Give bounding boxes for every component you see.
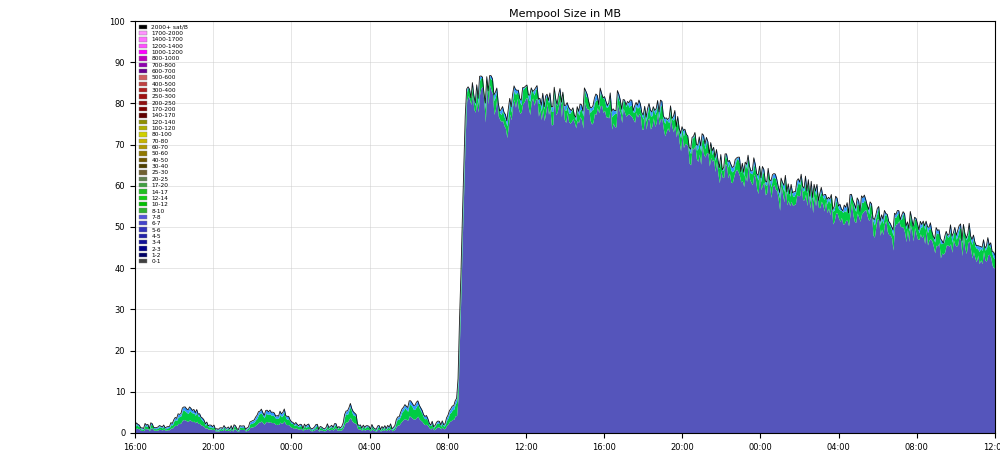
Legend: 2000+ sat/B, 1700-2000, 1400-1700, 1200-1400, 1000-1200, 800-1000, 700-800, 600-: 2000+ sat/B, 1700-2000, 1400-1700, 1200-…	[136, 22, 191, 267]
Title: Mempool Size in MB: Mempool Size in MB	[509, 9, 621, 19]
